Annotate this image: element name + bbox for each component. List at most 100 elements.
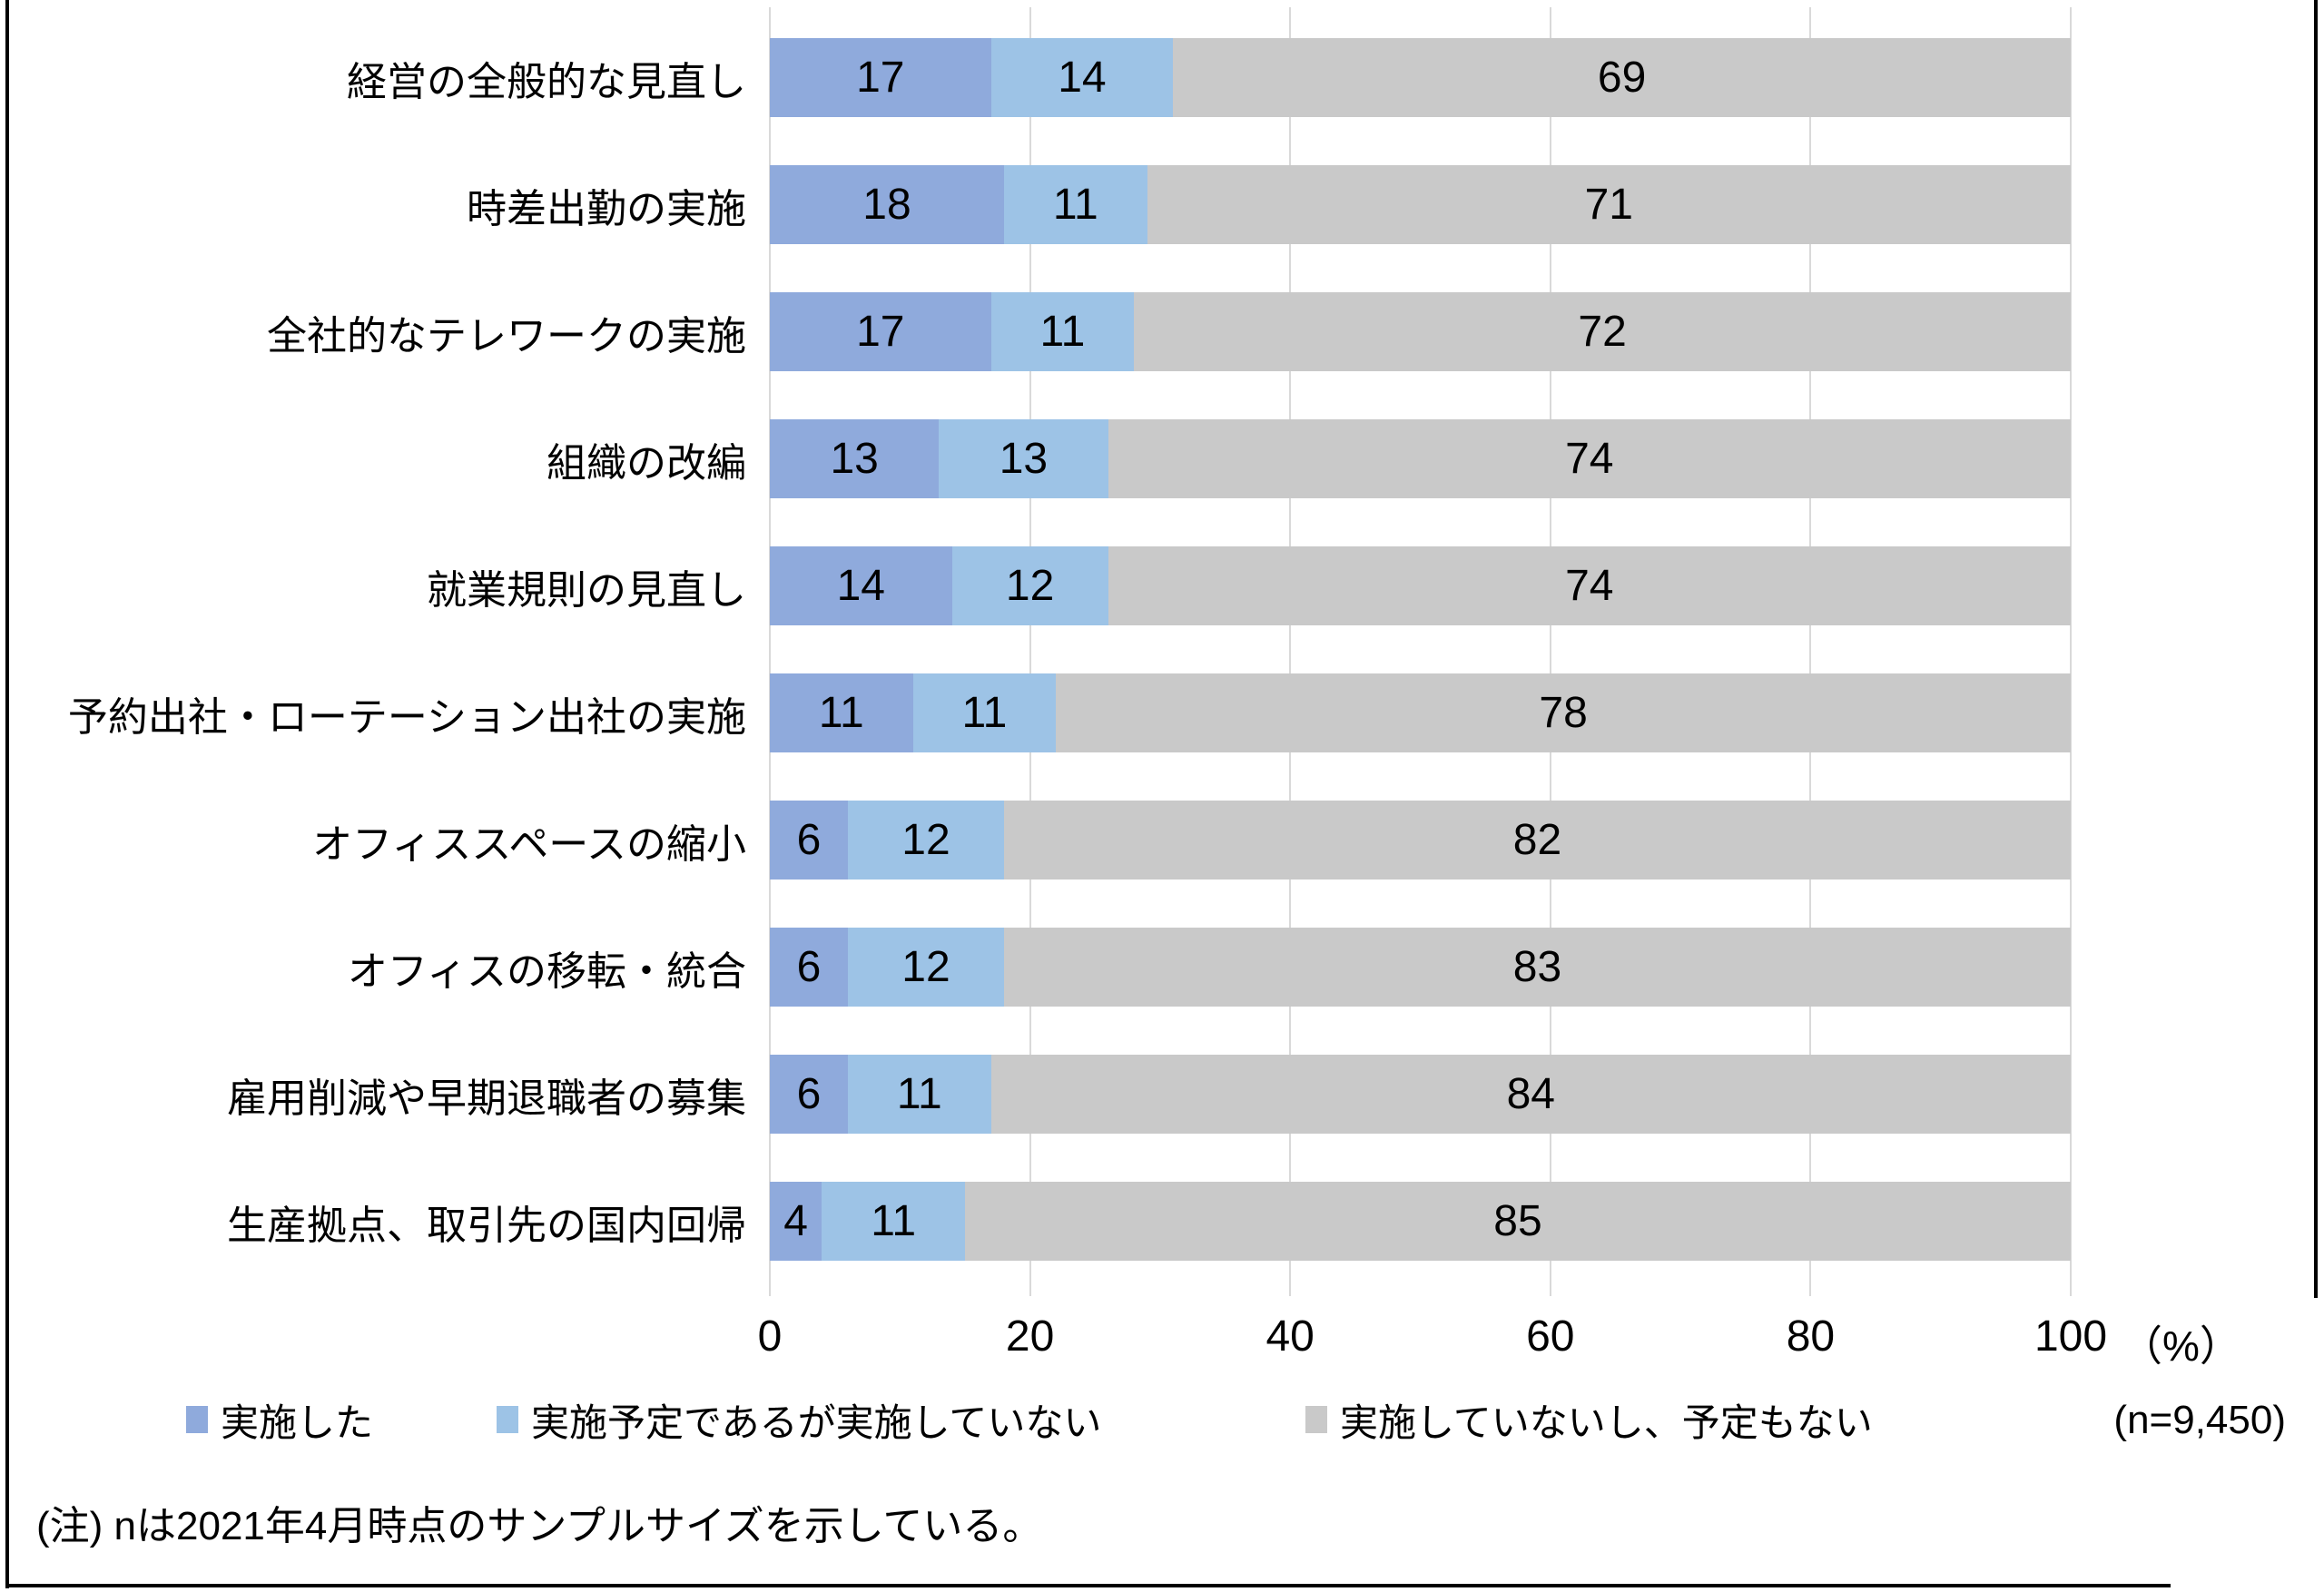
gridline xyxy=(1289,7,1292,1296)
bar-row: 14 12 74 xyxy=(770,546,2071,625)
gridline xyxy=(1809,7,1812,1296)
frame-border-left xyxy=(5,0,9,1588)
category-label: 就業規則の見直し xyxy=(427,567,746,613)
category-label: 生産拠点、取引先の国内回帰 xyxy=(227,1203,746,1248)
bar-row: 13 13 74 xyxy=(770,419,2071,498)
bar-value-label: 12 xyxy=(901,815,950,864)
bar-row: 6 12 82 xyxy=(770,801,2071,880)
bar-value-label: 71 xyxy=(1584,180,1633,229)
bar-segment-implemented: 11 xyxy=(770,673,913,752)
legend-label: 実施していないし、予定もない xyxy=(1340,1400,1873,1444)
bar-segment-no-plans: 78 xyxy=(1056,673,2071,752)
bar-value-label: 11 xyxy=(818,688,864,737)
bar-segment-planned-not-implemented: 12 xyxy=(951,546,1108,625)
legend-label: 実施した xyxy=(221,1400,374,1444)
gridline xyxy=(769,7,771,1296)
bar-segment-implemented: 6 xyxy=(770,801,848,880)
bar-value-label: 17 xyxy=(856,53,905,102)
bar-value-label: 12 xyxy=(901,942,950,991)
bar-segment-planned-not-implemented: 11 xyxy=(1003,165,1147,244)
legend-color-swatch xyxy=(186,1406,208,1433)
bar-segment-implemented: 17 xyxy=(770,292,991,371)
x-axis-tick-label: 0 xyxy=(757,1312,783,1361)
bar-value-label: 69 xyxy=(1597,53,1647,102)
bar-segment-implemented: 17 xyxy=(770,38,991,117)
bar-value-label: 11 xyxy=(896,1069,942,1118)
category-label: 予約出社・ローテーション出社の実施 xyxy=(67,694,746,740)
bar-value-label: 18 xyxy=(862,180,911,229)
bar-row: 4 11 85 xyxy=(770,1182,2071,1261)
category-label: オフィススペースの縮小 xyxy=(312,821,746,867)
bar-value-label: 11 xyxy=(1052,180,1098,229)
x-axis-tick-label: 40 xyxy=(1265,1312,1315,1361)
bar-value-label: 17 xyxy=(856,307,905,356)
frame-border-right xyxy=(2314,0,2318,1298)
bar-value-label: 85 xyxy=(1493,1196,1542,1245)
bar-segment-implemented: 6 xyxy=(770,928,848,1007)
bar-segment-no-plans: 74 xyxy=(1108,546,2071,625)
bar-segment-no-plans: 83 xyxy=(1003,928,2071,1007)
bar-row: 17 14 69 xyxy=(770,38,2071,117)
category-label: 全社的なテレワークの実施 xyxy=(267,313,746,359)
bar-segment-no-plans: 82 xyxy=(1003,801,2071,880)
bar-value-label: 82 xyxy=(1512,815,1562,864)
bar-segment-planned-not-implemented: 11 xyxy=(990,292,1135,371)
legend-item: 実施予定であるが実施していない xyxy=(497,1394,1101,1445)
bar-value-label: 13 xyxy=(999,434,1049,483)
legend-label: 実施予定であるが実施していない xyxy=(531,1400,1102,1444)
x-axis-tick-label: 80 xyxy=(1786,1312,1836,1361)
bar-value-label: 83 xyxy=(1512,942,1562,991)
category-label: オフィスの移転・統合 xyxy=(347,948,746,994)
x-axis-tick-label: 20 xyxy=(1005,1312,1055,1361)
bar-segment-implemented: 6 xyxy=(770,1055,848,1134)
bar-row: 6 11 84 xyxy=(770,1055,2071,1134)
category-label: 時差出勤の実施 xyxy=(467,186,746,231)
bar-segment-planned-not-implemented: 12 xyxy=(847,928,1004,1007)
bar-value-label: 4 xyxy=(783,1196,808,1245)
bar-segment-planned-not-implemented: 11 xyxy=(822,1182,965,1261)
legend-item: 実施した xyxy=(186,1394,373,1445)
gridline xyxy=(1549,7,1551,1296)
frame-border-bottom xyxy=(5,1584,2171,1587)
bar-value-label: 6 xyxy=(796,815,822,864)
bar-value-label: 74 xyxy=(1565,561,1614,610)
bar-segment-implemented: 4 xyxy=(770,1182,822,1261)
legend-item: 実施していないし、予定もない xyxy=(1305,1394,1873,1445)
bar-segment-planned-not-implemented: 13 xyxy=(939,419,1108,498)
bar-segment-no-plans: 69 xyxy=(1173,38,2071,117)
bar-row: 11 11 78 xyxy=(770,673,2071,752)
category-label: 雇用削減や早期退職者の募集 xyxy=(227,1076,746,1121)
bar-segment-implemented: 14 xyxy=(770,546,952,625)
bar-value-label: 14 xyxy=(1058,53,1107,102)
category-label: 組織の改編 xyxy=(547,440,746,486)
gridline xyxy=(2070,7,2072,1296)
bar-segment-no-plans: 72 xyxy=(1134,292,2071,371)
x-axis-tick-label: 100 xyxy=(2034,1312,2108,1361)
bar-value-label: 6 xyxy=(796,1069,822,1118)
bar-value-label: 12 xyxy=(1005,561,1055,610)
bar-value-label: 6 xyxy=(796,942,822,991)
bar-row: 6 12 83 xyxy=(770,928,2071,1007)
legend-color-swatch xyxy=(1305,1406,1327,1433)
gridline xyxy=(1029,7,1031,1296)
bar-row: 18 11 71 xyxy=(770,165,2071,244)
bar-value-label: 72 xyxy=(1578,307,1627,356)
bar-segment-implemented: 13 xyxy=(770,419,940,498)
category-label: 経営の全般的な見直し xyxy=(347,59,746,104)
bar-segment-planned-not-implemented: 11 xyxy=(847,1055,991,1134)
bar-value-label: 78 xyxy=(1539,688,1588,737)
bar-segment-implemented: 18 xyxy=(770,165,1004,244)
bar-value-label: 11 xyxy=(871,1196,917,1245)
bar-segment-no-plans: 85 xyxy=(964,1182,2071,1261)
bar-value-label: 13 xyxy=(830,434,879,483)
sample-size-label: (n=9,450) xyxy=(2113,1398,2286,1442)
legend-color-swatch xyxy=(497,1406,518,1433)
bar-value-label: 11 xyxy=(1039,307,1086,356)
note-text: (注) nは2021年4月時点のサンプルサイズを示している。 xyxy=(36,1504,1043,1548)
bar-segment-planned-not-implemented: 11 xyxy=(912,673,1057,752)
bar-value-label: 74 xyxy=(1565,434,1614,483)
x-axis-tick-label: 60 xyxy=(1526,1312,1575,1361)
bar-segment-no-plans: 84 xyxy=(990,1055,2071,1134)
x-axis-unit-label: （%） xyxy=(2121,1322,2241,1370)
